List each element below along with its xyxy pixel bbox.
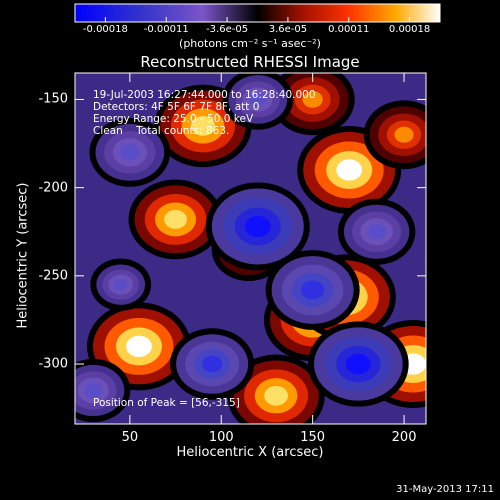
footer-datestamp: 31-May-2013 17:11	[396, 484, 494, 495]
energy-label: Energy Range: 25.0 - 50.0 keV	[93, 113, 254, 125]
colorbar-tick-label: 0.00011	[328, 24, 370, 35]
colorbar-tick-label: -0.00011	[143, 24, 189, 35]
emission-peak	[128, 179, 223, 260]
negative-flux-region	[265, 250, 360, 330]
chart-title: Reconstructed RHESSI Image	[140, 53, 360, 71]
colorbar-ticks	[104, 17, 411, 22]
negative-flux-region	[205, 182, 310, 271]
colorbar	[74, 3, 441, 23]
y-tick-label: -300	[38, 356, 68, 372]
axis-ticks	[75, 73, 426, 424]
negative-flux-region	[222, 73, 294, 130]
negative-flux-region	[170, 328, 255, 400]
y-axis-label: Heliocentric Y (arcsec)	[15, 182, 31, 329]
plot-frame	[74, 72, 427, 425]
y-tick-label: -250	[38, 268, 68, 284]
colorbar-tick-label: -3.6e-05	[206, 24, 249, 35]
x-tick-label: 150	[300, 430, 326, 445]
peak-position-label: Position of Peak = [56,-315]	[93, 397, 240, 409]
colorbar-tick-label: 0.00018	[388, 24, 431, 35]
colorbar-tick-label: -0.00018	[82, 24, 128, 35]
negative-flux-region	[75, 358, 131, 423]
negative-flux-region	[90, 258, 152, 311]
y-tick-label: -200	[38, 180, 68, 196]
x-tick-label: 100	[208, 430, 234, 445]
time-range-label: 19-Jul-2003 16:27:44.000 to 16:28:40.000	[93, 89, 316, 101]
colorbar-tick-label: 3.6e-05	[268, 24, 308, 35]
clean-label: Clean Total counts: 863.	[93, 125, 230, 137]
negative-flux-region	[308, 321, 409, 407]
negative-flux-region	[337, 198, 416, 265]
emission-peak	[227, 354, 325, 424]
x-axis-label: Heliocentric X (arcsec)	[176, 445, 324, 460]
x-tick-label: 50	[121, 430, 139, 445]
colorbar-units: (photons cm⁻² s⁻¹ asec⁻²)	[179, 37, 321, 50]
detectors-label: Detectors: 4F 5F 6F 7F 8F, att 0	[93, 101, 260, 113]
emission-peak	[363, 100, 426, 170]
image-emission	[75, 73, 426, 424]
emission-peak	[270, 73, 355, 136]
negative-flux-region	[89, 117, 171, 187]
x-tick-label: 200	[391, 430, 417, 445]
y-tick-label: -150	[38, 91, 68, 107]
